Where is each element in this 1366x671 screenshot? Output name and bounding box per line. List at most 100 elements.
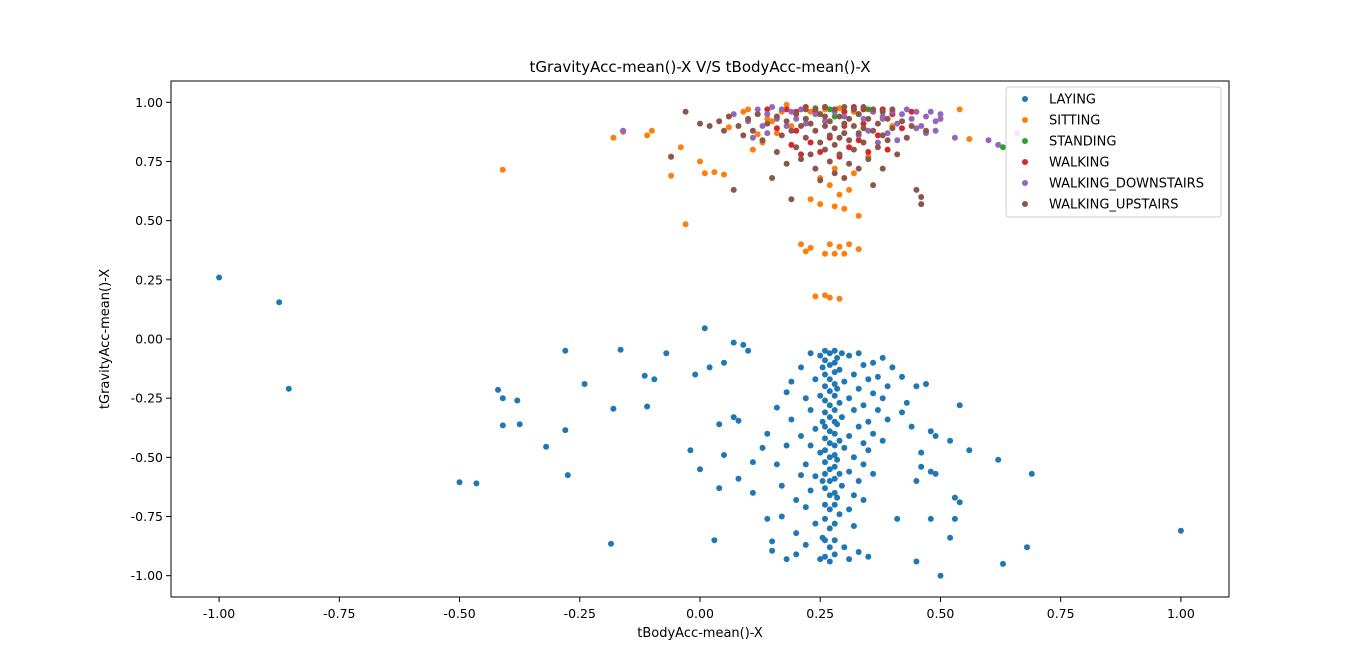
data-point xyxy=(812,127,819,134)
data-point xyxy=(802,395,809,402)
data-point xyxy=(1024,544,1030,551)
data-point xyxy=(822,371,828,378)
data-point xyxy=(817,352,824,359)
data-point xyxy=(947,437,954,444)
data-point xyxy=(899,409,905,416)
data-point xyxy=(817,449,824,456)
data-point xyxy=(846,352,853,359)
data-point xyxy=(846,144,853,151)
data-point xyxy=(730,186,737,193)
data-point xyxy=(773,113,780,120)
data-point xyxy=(802,541,809,548)
data-point xyxy=(822,447,828,454)
data-point xyxy=(788,123,795,129)
data-point xyxy=(826,466,833,473)
data-point xyxy=(617,346,624,353)
data-point xyxy=(831,250,838,257)
data-point xyxy=(759,444,766,451)
data-point xyxy=(826,294,833,301)
data-point xyxy=(831,551,838,558)
data-point xyxy=(860,497,867,503)
data-point xyxy=(812,111,819,118)
data-point xyxy=(834,354,841,361)
data-point xyxy=(831,125,838,132)
data-point xyxy=(764,120,771,127)
data-point xyxy=(865,447,872,454)
data-point xyxy=(855,165,862,172)
legend-box xyxy=(1005,86,1222,218)
data-point xyxy=(798,151,804,158)
data-point xyxy=(822,118,828,125)
data-point xyxy=(793,497,800,503)
chart-title: tGravityAcc-mean()-X V/S tBodyAcc-mean()… xyxy=(530,58,871,76)
data-point xyxy=(966,136,973,142)
data-point xyxy=(807,487,814,494)
data-point xyxy=(822,409,828,416)
data-point xyxy=(831,347,838,354)
data-point xyxy=(879,132,886,139)
data-point xyxy=(798,472,804,479)
data-point xyxy=(773,130,780,137)
data-point xyxy=(812,520,819,527)
data-point xyxy=(822,383,828,390)
data-point xyxy=(865,115,872,122)
data-point xyxy=(834,494,841,501)
legend-label: STANDING xyxy=(1049,135,1116,150)
data-point xyxy=(855,385,862,392)
data-point xyxy=(831,170,838,177)
data-point xyxy=(822,537,828,544)
data-point xyxy=(822,357,828,364)
data-point xyxy=(951,494,958,501)
data-point xyxy=(581,381,588,387)
data-point xyxy=(745,106,752,113)
data-point xyxy=(865,127,872,134)
data-point xyxy=(836,134,843,141)
data-point xyxy=(608,540,614,547)
data-point xyxy=(812,106,819,113)
data-point xyxy=(865,149,872,155)
data-point xyxy=(913,558,920,565)
data-point xyxy=(855,130,862,137)
legend-label: WALKING_UPSTAIRS xyxy=(1049,198,1179,213)
data-point xyxy=(884,115,891,122)
data-point xyxy=(798,106,804,113)
data-point xyxy=(841,108,848,115)
data-point xyxy=(807,442,814,449)
data-point xyxy=(721,359,727,366)
data-point xyxy=(798,364,804,371)
data-point xyxy=(831,520,838,527)
data-point xyxy=(822,397,828,404)
data-point xyxy=(564,472,571,479)
data-point xyxy=(879,354,886,361)
data-point xyxy=(735,417,742,424)
data-point xyxy=(783,389,790,396)
data-point xyxy=(826,454,833,461)
data-point xyxy=(697,158,703,165)
data-point xyxy=(913,478,920,484)
x-axis: -1.00 -0.75 -0.50 -0.25 0.00 0.25 0.50 0.75 1.00 xyxy=(203,597,1195,621)
y-tick-label: 0.75 xyxy=(135,154,163,169)
data-point xyxy=(663,350,670,357)
data-point xyxy=(802,106,809,113)
y-tick-label: -0.50 xyxy=(131,450,163,465)
data-point xyxy=(822,123,828,129)
y-tick-label: 0.25 xyxy=(135,272,163,287)
data-point xyxy=(716,118,723,125)
data-point xyxy=(831,165,838,172)
data-point xyxy=(841,120,848,127)
data-point xyxy=(807,108,814,115)
data-point xyxy=(846,506,853,513)
data-point xyxy=(216,274,223,281)
data-point xyxy=(874,132,881,139)
data-point xyxy=(499,395,506,402)
data-point xyxy=(749,459,756,466)
y-axis: -1.00 -0.75 -0.50 -0.25 0.00 0.25 0.50 0.75 1.00 xyxy=(131,95,171,583)
data-point xyxy=(956,106,963,113)
data-point xyxy=(687,447,694,454)
data-point xyxy=(793,111,800,118)
data-point xyxy=(846,395,853,402)
data-point xyxy=(894,151,901,158)
data-point xyxy=(913,125,920,132)
data-point xyxy=(841,444,848,451)
data-point xyxy=(701,325,708,332)
